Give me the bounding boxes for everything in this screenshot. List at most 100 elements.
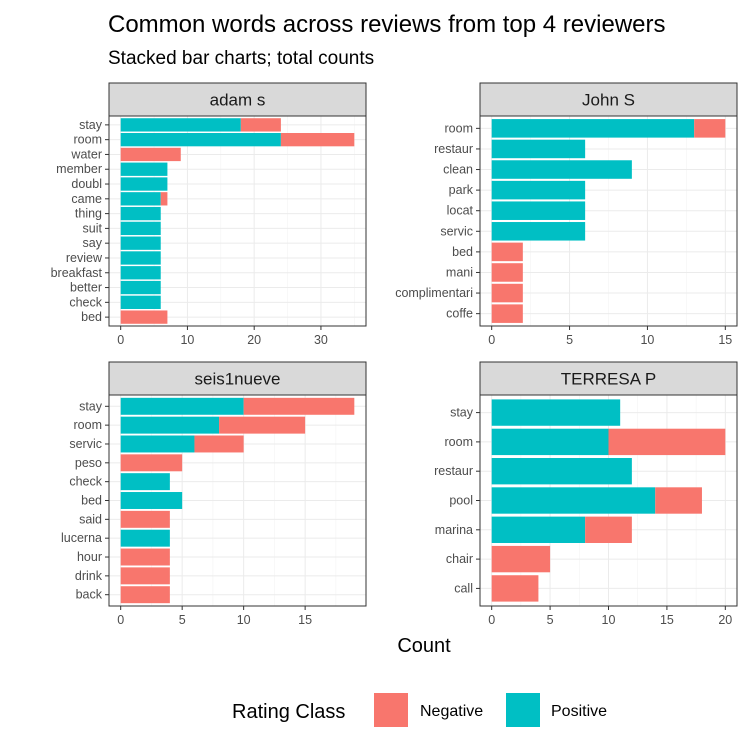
bar-positive-doubl (120, 177, 168, 191)
x-tick-label: 5 (566, 333, 573, 347)
bar-positive-restaur (491, 139, 586, 159)
category-label: stay (79, 118, 103, 132)
category-label: stay (79, 399, 103, 413)
bar-positive-came (120, 192, 161, 206)
bar-positive-room (491, 428, 609, 456)
bar-negative-call (491, 575, 539, 602)
category-label: say (83, 236, 103, 250)
bar-negative-stay (243, 397, 355, 415)
x-tick-label: 0 (117, 613, 124, 627)
category-label: hour (77, 550, 102, 564)
facet-strip-label: John S (582, 91, 635, 110)
bar-negative-room (608, 428, 726, 456)
bar-positive-thing (120, 206, 161, 221)
bar-positive-bed (120, 492, 183, 509)
panel-background (109, 116, 366, 326)
facet-strip-label: seis1nueve (194, 370, 280, 389)
category-label: member (56, 162, 102, 176)
category-label: marina (435, 523, 473, 537)
bar-negative-marina (585, 516, 632, 543)
chart-title: Common words across reviews from top 4 r… (108, 11, 666, 38)
bar-negative-chair (491, 545, 551, 573)
category-label: drink (75, 569, 103, 583)
x-axis-title: Count (397, 635, 451, 657)
category-label: park (449, 183, 474, 197)
facet-strip (479, 361, 738, 396)
x-tick-label: 10 (602, 613, 616, 627)
bar-positive-stay (120, 397, 244, 415)
bar-positive-pool (491, 487, 656, 514)
bar-negative-pool (655, 487, 702, 514)
bar-negative-coffe (491, 304, 523, 323)
bar-negative-back (120, 586, 170, 604)
category-label: servic (440, 224, 473, 238)
category-label: chair (446, 552, 473, 566)
category-label: restaur (434, 142, 473, 156)
x-tick-label: 20 (718, 613, 732, 627)
x-tick-label: 5 (179, 613, 186, 627)
panel-3: seis1nueve stay room servic peso check bed said… (61, 361, 367, 627)
bar-positive-room (491, 119, 695, 138)
category-label: room (74, 418, 102, 432)
bar-positive-say (120, 236, 161, 250)
bar-negative-room (219, 416, 306, 434)
category-label: review (66, 251, 103, 265)
bar-positive-locat (491, 201, 586, 220)
category-label: check (69, 475, 102, 489)
category-label: locat (447, 204, 474, 218)
category-label: bed (452, 245, 473, 259)
bar-positive-servic (120, 435, 195, 453)
x-tick-label: 15 (718, 333, 732, 347)
category-label: water (70, 147, 102, 161)
facet-strip (108, 82, 367, 117)
category-label: room (445, 435, 473, 449)
bar-positive-check (120, 295, 161, 309)
bar-negative-stay (240, 118, 281, 132)
panel-2: John S room restaur clean park locat servic bed… (395, 82, 738, 347)
x-tick-label: 15 (660, 613, 674, 627)
category-label: doubl (71, 177, 102, 191)
bar-positive-stay (491, 399, 621, 426)
x-tick-label: 10 (237, 613, 251, 627)
bar-negative-mani (491, 263, 523, 282)
bar-negative-complimentari (491, 283, 523, 303)
category-label: lucerna (61, 531, 102, 545)
bar-positive-review (120, 251, 161, 265)
bar-positive-breakfast (120, 266, 161, 280)
bar-positive-check (120, 473, 170, 491)
bar-positive-marina (491, 516, 586, 543)
x-tick-label: 20 (247, 333, 261, 347)
category-label: mani (446, 265, 473, 279)
bar-positive-better (120, 280, 161, 295)
bar-negative-bed (491, 242, 523, 262)
legend: Rating Class Negative Positive (232, 693, 607, 727)
bar-negative-servic (194, 435, 244, 453)
bar-negative-drink (120, 567, 170, 585)
bar-positive-member (120, 162, 168, 176)
legend-label-positive: Positive (551, 703, 607, 720)
x-tick-label: 15 (298, 613, 312, 627)
bar-positive-restaur (491, 458, 632, 485)
bar-positive-servic (491, 222, 586, 241)
panel-4: TERRESA P stay room restaur pool marina chair c… (434, 361, 738, 627)
bar-positive-room (120, 416, 220, 434)
category-label: coffe (446, 307, 473, 321)
category-label: call (454, 581, 473, 595)
category-label: back (76, 588, 103, 602)
category-label: came (71, 192, 102, 206)
category-label: restaur (434, 464, 473, 478)
facet-strip-label: adam s (210, 91, 266, 110)
category-label: check (69, 295, 102, 309)
facet-strip (479, 82, 738, 117)
legend-label-negative: Negative (420, 703, 483, 720)
x-tick-label: 10 (640, 333, 654, 347)
bar-negative-room (694, 119, 726, 138)
bar-negative-bed (120, 310, 168, 324)
bar-positive-park (491, 180, 586, 200)
panel-1: adam sstayroomwatermemberdoublcamethings… (51, 82, 367, 347)
category-label: stay (450, 406, 474, 420)
bar-positive-stay (120, 118, 241, 132)
category-label: thing (75, 207, 102, 221)
